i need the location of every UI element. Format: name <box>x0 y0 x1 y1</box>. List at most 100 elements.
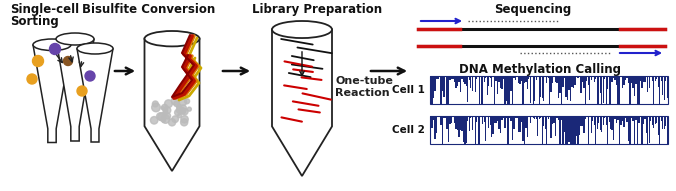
Circle shape <box>180 105 187 112</box>
Circle shape <box>163 111 167 116</box>
Bar <box>527 116 528 137</box>
Bar <box>446 76 448 104</box>
Bar <box>652 116 653 125</box>
Bar <box>610 116 611 129</box>
Bar <box>519 76 521 84</box>
Bar <box>550 76 552 92</box>
Bar <box>533 76 534 104</box>
Polygon shape <box>33 45 71 142</box>
Bar <box>485 76 486 78</box>
Bar <box>617 76 619 104</box>
Bar <box>582 76 583 82</box>
Bar <box>638 116 639 123</box>
Bar <box>460 116 461 130</box>
Text: DNA Methylation Calling: DNA Methylation Calling <box>459 63 621 76</box>
Bar <box>573 76 574 88</box>
Bar <box>601 116 602 132</box>
Bar <box>600 76 601 93</box>
Bar <box>458 76 460 82</box>
Bar <box>467 76 468 102</box>
Bar <box>509 76 510 104</box>
Bar <box>643 76 644 82</box>
Bar <box>450 76 451 80</box>
Bar <box>430 76 668 104</box>
Bar <box>558 116 559 120</box>
Bar <box>478 76 479 77</box>
Bar <box>467 116 468 121</box>
Bar <box>437 76 439 79</box>
Bar <box>440 116 441 125</box>
Bar <box>656 76 657 79</box>
Bar <box>543 116 544 126</box>
Bar <box>583 76 585 88</box>
Bar <box>430 116 668 144</box>
Bar <box>625 76 626 80</box>
Bar <box>442 116 443 144</box>
Bar <box>436 116 437 133</box>
Bar <box>571 116 573 144</box>
Bar <box>448 116 449 142</box>
Bar <box>580 76 581 93</box>
Bar <box>537 76 538 77</box>
Bar <box>623 76 625 85</box>
Bar <box>653 116 654 128</box>
Bar <box>534 76 535 101</box>
Bar <box>585 76 586 104</box>
Bar <box>632 116 633 121</box>
Bar <box>631 116 632 118</box>
Bar <box>500 76 501 88</box>
Bar <box>577 76 579 78</box>
Bar <box>569 76 570 90</box>
Bar <box>450 116 451 124</box>
Bar <box>446 116 448 129</box>
Bar <box>506 116 507 118</box>
Bar <box>628 116 629 141</box>
Bar <box>619 76 620 104</box>
Circle shape <box>172 116 178 122</box>
Bar <box>504 76 506 104</box>
Bar <box>613 76 614 78</box>
Bar <box>468 116 470 130</box>
Bar <box>664 76 665 100</box>
Bar <box>478 116 479 144</box>
Bar <box>461 76 462 79</box>
Bar <box>530 116 531 122</box>
Bar <box>554 116 555 123</box>
Bar <box>473 76 475 77</box>
Bar <box>597 76 598 104</box>
Bar <box>513 116 514 129</box>
Circle shape <box>174 109 180 116</box>
Circle shape <box>157 113 164 120</box>
Bar <box>435 76 436 91</box>
Bar <box>498 76 500 82</box>
Circle shape <box>85 71 95 81</box>
Circle shape <box>179 108 186 114</box>
Bar <box>548 116 549 119</box>
Bar <box>482 116 483 124</box>
Bar <box>647 116 648 144</box>
Bar <box>602 116 604 125</box>
Bar <box>573 116 574 144</box>
Bar <box>587 76 589 85</box>
Bar <box>488 76 489 86</box>
Bar <box>556 116 558 118</box>
Bar <box>654 116 656 124</box>
Bar <box>448 76 449 104</box>
Bar <box>591 76 592 80</box>
Bar <box>531 116 533 117</box>
Bar <box>435 116 436 139</box>
Bar <box>570 116 571 144</box>
Bar <box>591 116 592 133</box>
Bar <box>552 116 553 124</box>
Bar <box>541 116 543 144</box>
Bar <box>594 76 595 82</box>
Bar <box>567 116 568 144</box>
Bar <box>445 116 446 118</box>
Bar <box>460 76 461 92</box>
Circle shape <box>152 101 158 107</box>
Circle shape <box>32 56 43 66</box>
Bar <box>549 116 550 117</box>
Bar <box>516 76 518 77</box>
Bar <box>500 116 501 133</box>
Bar <box>535 116 537 119</box>
